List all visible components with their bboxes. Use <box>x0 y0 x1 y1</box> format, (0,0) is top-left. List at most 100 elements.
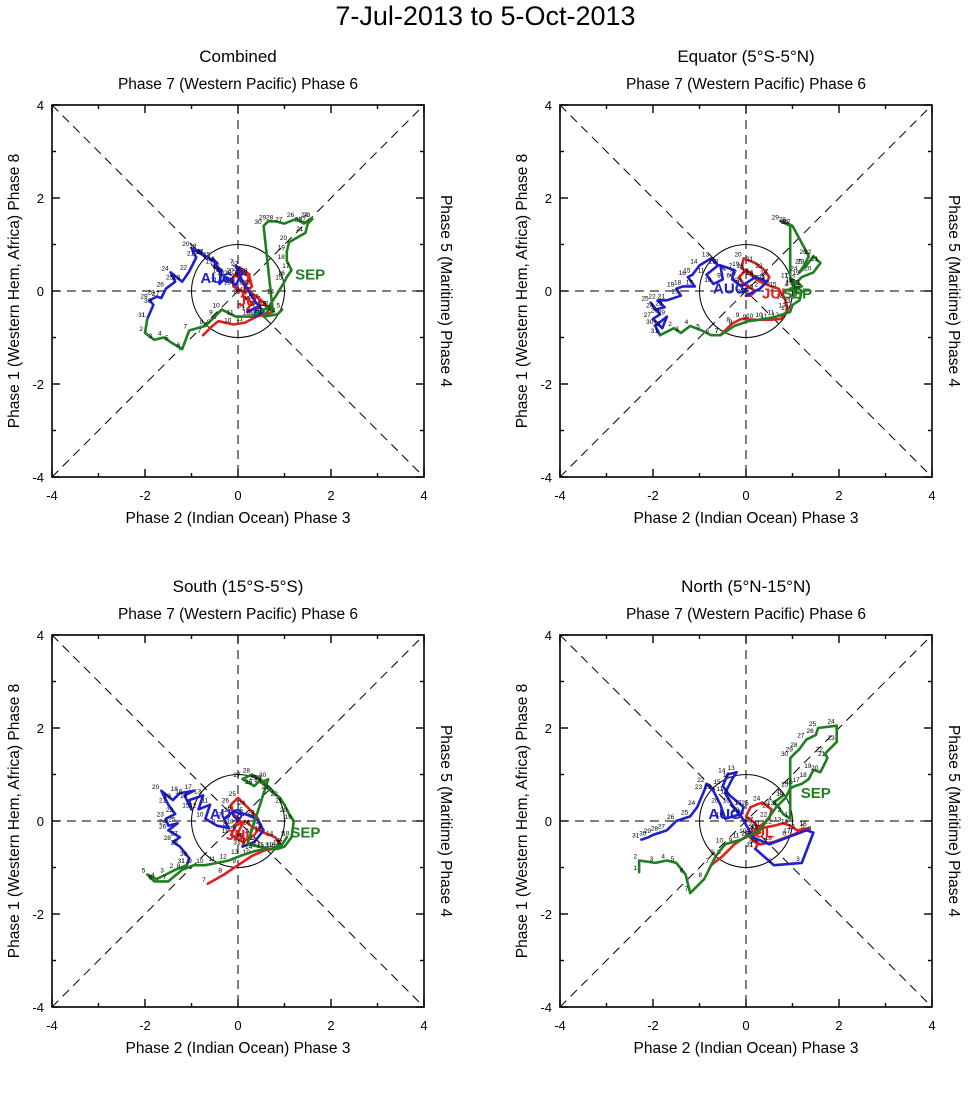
day-label: 1 <box>267 305 271 312</box>
day-label: 28 <box>266 214 274 221</box>
day-label: 2 <box>668 321 672 328</box>
day-label: 9 <box>717 272 721 279</box>
left-axis-label: Phase 1 (Western Hem, Africa) Phase 8 <box>514 154 531 429</box>
day-label: 5 <box>277 303 281 310</box>
day-label: 4 <box>151 872 155 879</box>
day-label: 17 <box>185 784 193 791</box>
y-tick-label: -4 <box>32 1000 44 1015</box>
month-label-aug: AUG <box>200 270 233 287</box>
top-axis-label: Phase 7 (Western Pacific) Phase 6 <box>118 76 358 93</box>
day-label: 28 <box>790 742 798 749</box>
day-label: 7 <box>218 812 222 819</box>
y-tick-label: 4 <box>37 98 44 113</box>
day-label: 22 <box>804 249 812 256</box>
day-label: 31 <box>178 858 186 865</box>
day-label: 18 <box>278 254 286 261</box>
series-line-sep <box>658 220 822 337</box>
day-label: 12 <box>266 842 274 849</box>
day-label: 21 <box>159 798 167 805</box>
diagonal-dashed-line <box>51 104 425 478</box>
day-label: 3 <box>258 310 262 317</box>
day-label: 25 <box>746 270 754 277</box>
day-label: 10 <box>755 312 763 319</box>
day-label: 11 <box>767 310 774 317</box>
series-line-aug <box>649 257 769 337</box>
x-tick-label: -4 <box>554 1018 566 1033</box>
day-label: 1 <box>750 842 754 849</box>
day-label: 13 <box>767 800 775 807</box>
day-label: 19 <box>285 814 293 821</box>
day-label: 1 <box>242 305 246 312</box>
day-label: 23 <box>243 279 251 286</box>
day-label: 24 <box>159 819 167 826</box>
day-label: 8 <box>715 258 719 265</box>
day-label: 27 <box>658 823 666 830</box>
day-label: 16 <box>720 788 728 795</box>
day-label: 17 <box>781 272 789 279</box>
day-label: 24 <box>238 800 246 807</box>
day-label: 1 <box>242 837 246 844</box>
day-label: 22 <box>166 807 174 814</box>
day-label: 29 <box>644 828 652 835</box>
day-label: 23 <box>173 275 181 282</box>
day-label: 12 <box>247 310 255 317</box>
x-tick-label: 0 <box>742 488 749 503</box>
day-label: 13 <box>206 258 214 265</box>
diagonal-dashed-line <box>51 634 425 1008</box>
day-label: 5 <box>801 823 805 830</box>
day-label: 9 <box>211 819 215 826</box>
day-label: 21 <box>746 256 754 263</box>
day-label: 19 <box>667 282 675 289</box>
day-label: 27 <box>644 312 652 319</box>
day-label: 17 <box>282 263 290 270</box>
unit-circle <box>699 774 793 868</box>
day-label: 14 <box>212 268 220 275</box>
day-label: 7 <box>715 328 719 335</box>
day-label: 17 <box>196 249 204 256</box>
day-label: 5 <box>794 286 798 293</box>
day-label: 10 <box>723 798 731 805</box>
y-tick-label: 0 <box>37 284 44 299</box>
day-label: 18 <box>171 786 179 793</box>
day-label: 31 <box>737 289 745 296</box>
day-label: 17 <box>734 800 742 807</box>
day-label: 25 <box>795 258 803 265</box>
day-label: 23 <box>303 212 311 219</box>
x-tick-label: 2 <box>835 488 842 503</box>
phase-diagram: North (5°N-15°N) Phase 7 (Western Pacific… <box>514 577 962 1057</box>
day-label: 5 <box>671 856 675 863</box>
day-label: 23 <box>695 784 703 791</box>
top-axis-label: Phase 7 (Western Pacific) Phase 6 <box>626 76 866 93</box>
day-label: 11 <box>761 313 768 320</box>
day-label: 29 <box>772 214 780 221</box>
x-tick-label: 0 <box>742 1018 749 1033</box>
day-label: 9 <box>230 278 234 285</box>
day-label: 16 <box>268 842 276 849</box>
day-label: 15 <box>714 779 722 786</box>
panel-title: South (15°S-5°S) <box>173 577 304 596</box>
day-label: 18 <box>765 835 773 842</box>
day-label: 1 <box>785 272 789 279</box>
day-label: 6 <box>228 805 232 812</box>
day-label: 19 <box>231 272 239 279</box>
day-label: 6 <box>235 270 239 277</box>
day-label: 9 <box>209 310 213 317</box>
day-label: 19 <box>732 261 740 268</box>
day-label: 10 <box>746 313 754 320</box>
series-line-aug <box>160 789 265 867</box>
day-label: 29 <box>658 310 666 317</box>
day-label: 28 <box>147 290 155 297</box>
day-label: 15 <box>259 300 267 307</box>
x-tick-label: 4 <box>420 1018 427 1033</box>
y-tick-label: -4 <box>540 470 552 485</box>
x-tick-label: 0 <box>234 488 241 503</box>
day-label: 1 <box>181 858 185 865</box>
day-label: 2 <box>249 835 253 842</box>
day-label: 20 <box>280 807 288 814</box>
right-axis-label: Phase 5 (Maritime) Phase 4 <box>437 195 454 387</box>
day-label: 3 <box>650 856 654 863</box>
y-tick-label: 2 <box>545 721 552 736</box>
day-label: 25 <box>741 800 749 807</box>
day-label: 7 <box>163 874 167 881</box>
day-label: 26 <box>651 307 659 314</box>
